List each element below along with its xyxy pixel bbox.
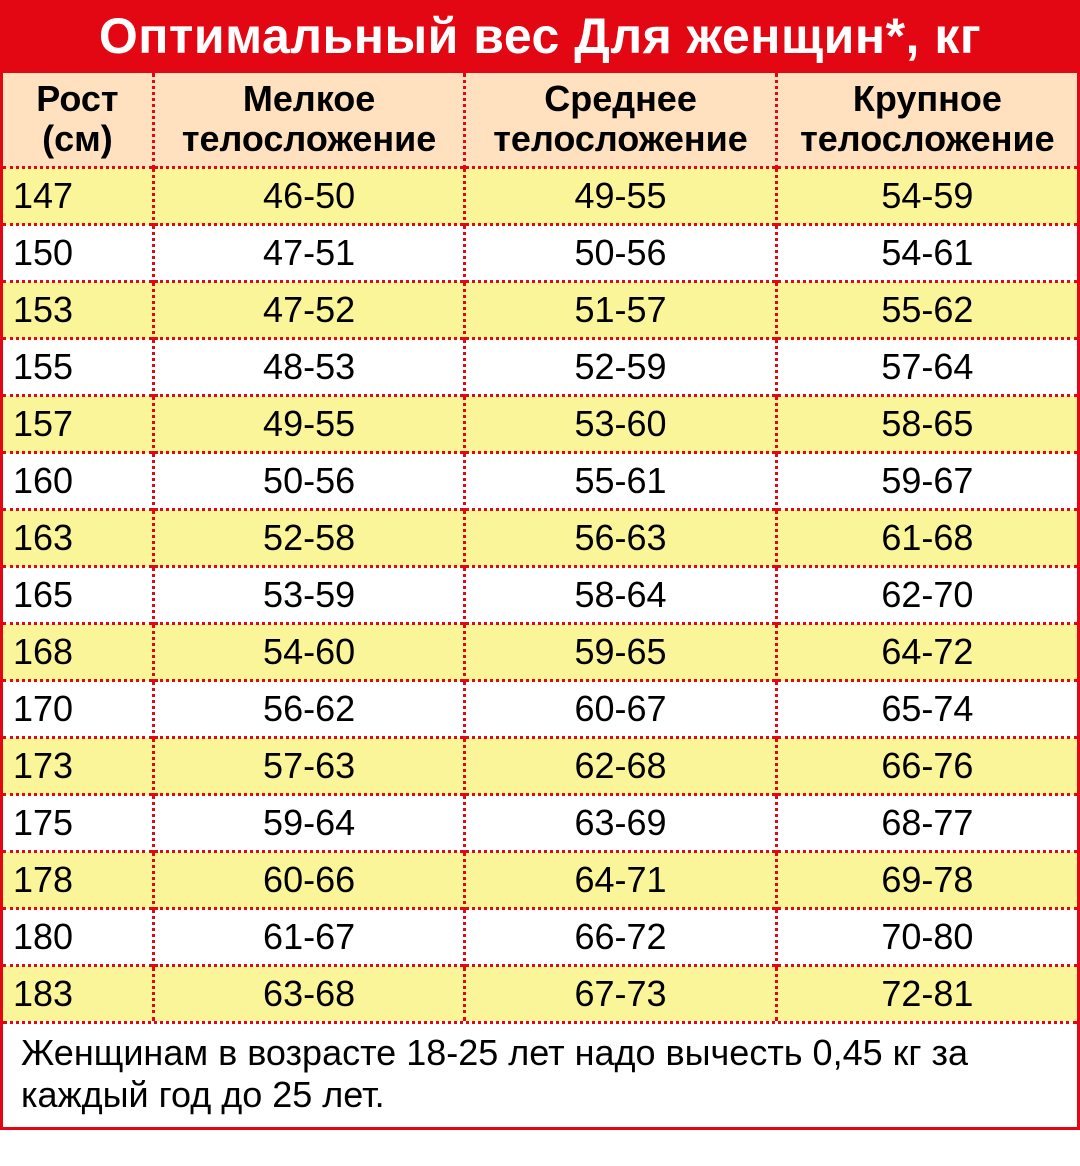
weight-cell: 62-70: [776, 567, 1077, 624]
height-cell: 150: [3, 225, 153, 282]
weight-cell: 61-68: [776, 510, 1077, 567]
weight-cell: 56-63: [465, 510, 776, 567]
weight-cell: 62-68: [465, 738, 776, 795]
weight-cell: 52-58: [153, 510, 464, 567]
table-row: 15047-5150-5654-61: [3, 225, 1077, 282]
table-row: 15749-5553-6058-65: [3, 396, 1077, 453]
weight-cell: 60-66: [153, 852, 464, 909]
weight-cell: 58-64: [465, 567, 776, 624]
weight-cell: 63-68: [153, 966, 464, 1022]
height-cell: 175: [3, 795, 153, 852]
col-header-line1: Мелкое: [159, 79, 459, 119]
weight-cell: 53-59: [153, 567, 464, 624]
table-row: 16854-6059-6564-72: [3, 624, 1077, 681]
weight-cell: 51-57: [465, 282, 776, 339]
col-header-line2: (см): [7, 119, 148, 159]
col-header-line2: телосложение: [470, 119, 770, 159]
weight-cell: 58-65: [776, 396, 1077, 453]
height-cell: 163: [3, 510, 153, 567]
height-cell: 178: [3, 852, 153, 909]
height-cell: 180: [3, 909, 153, 966]
table-header: Рост(см)МелкоетелосложениеСреднеетелосло…: [3, 73, 1077, 168]
height-cell: 160: [3, 453, 153, 510]
table-row: 17357-6362-6866-76: [3, 738, 1077, 795]
table-row: 15347-5251-5755-62: [3, 282, 1077, 339]
weight-cell: 49-55: [465, 168, 776, 225]
weight-cell: 54-60: [153, 624, 464, 681]
table-row: 16050-5655-6159-67: [3, 453, 1077, 510]
weight-cell: 57-64: [776, 339, 1077, 396]
table-body: 14746-5049-5554-5915047-5150-5654-611534…: [3, 168, 1077, 1022]
table-row: 16553-5958-6462-70: [3, 567, 1077, 624]
weight-cell: 57-63: [153, 738, 464, 795]
col-header: Мелкоетелосложение: [153, 73, 464, 168]
weight-cell: 64-72: [776, 624, 1077, 681]
height-cell: 165: [3, 567, 153, 624]
height-cell: 173: [3, 738, 153, 795]
weight-cell: 63-69: [465, 795, 776, 852]
weight-cell: 65-74: [776, 681, 1077, 738]
col-header: Рост(см): [3, 73, 153, 168]
weight-cell: 72-81: [776, 966, 1077, 1022]
col-header-line1: Крупное: [782, 79, 1073, 119]
height-cell: 170: [3, 681, 153, 738]
height-cell: 147: [3, 168, 153, 225]
weight-cell: 66-72: [465, 909, 776, 966]
weight-table-container: Оптимальный вес Для женщин*, кг Рост(см)…: [0, 0, 1080, 1130]
weight-cell: 47-52: [153, 282, 464, 339]
col-header-line2: телосложение: [159, 119, 459, 159]
table-row: 17860-6664-7169-78: [3, 852, 1077, 909]
weight-cell: 67-73: [465, 966, 776, 1022]
weight-cell: 55-62: [776, 282, 1077, 339]
weight-cell: 64-71: [465, 852, 776, 909]
height-cell: 155: [3, 339, 153, 396]
weight-cell: 54-59: [776, 168, 1077, 225]
table-row: 17559-6463-6968-77: [3, 795, 1077, 852]
weight-cell: 55-61: [465, 453, 776, 510]
weight-cell: 59-67: [776, 453, 1077, 510]
weight-cell: 54-61: [776, 225, 1077, 282]
weight-cell: 70-80: [776, 909, 1077, 966]
weight-cell: 66-76: [776, 738, 1077, 795]
weight-cell: 53-60: [465, 396, 776, 453]
table-row: 16352-5856-6361-68: [3, 510, 1077, 567]
weight-cell: 48-53: [153, 339, 464, 396]
col-header: Крупноетелосложение: [776, 73, 1077, 168]
col-header: Среднеетелосложение: [465, 73, 776, 168]
weight-cell: 50-56: [153, 453, 464, 510]
table-row: 18061-6766-7270-80: [3, 909, 1077, 966]
col-header-line1: Рост: [7, 79, 148, 119]
table-row: 18363-6867-7372-81: [3, 966, 1077, 1022]
weight-cell: 52-59: [465, 339, 776, 396]
table-title: Оптимальный вес Для женщин*, кг: [3, 3, 1077, 73]
height-cell: 153: [3, 282, 153, 339]
weight-cell: 69-78: [776, 852, 1077, 909]
weight-cell: 56-62: [153, 681, 464, 738]
height-cell: 168: [3, 624, 153, 681]
col-header-line1: Среднее: [470, 79, 770, 119]
weight-table: Рост(см)МелкоетелосложениеСреднеетелосло…: [3, 73, 1077, 1021]
weight-cell: 60-67: [465, 681, 776, 738]
weight-cell: 50-56: [465, 225, 776, 282]
table-footnote: Женщинам в возрасте 18-25 лет надо вычес…: [3, 1021, 1077, 1127]
table-row: 14746-5049-5554-59: [3, 168, 1077, 225]
col-header-line2: телосложение: [782, 119, 1073, 159]
weight-cell: 59-65: [465, 624, 776, 681]
height-cell: 183: [3, 966, 153, 1022]
height-cell: 157: [3, 396, 153, 453]
weight-cell: 46-50: [153, 168, 464, 225]
weight-cell: 49-55: [153, 396, 464, 453]
weight-cell: 47-51: [153, 225, 464, 282]
table-row: 17056-6260-6765-74: [3, 681, 1077, 738]
weight-cell: 61-67: [153, 909, 464, 966]
weight-cell: 59-64: [153, 795, 464, 852]
weight-cell: 68-77: [776, 795, 1077, 852]
table-row: 15548-5352-5957-64: [3, 339, 1077, 396]
